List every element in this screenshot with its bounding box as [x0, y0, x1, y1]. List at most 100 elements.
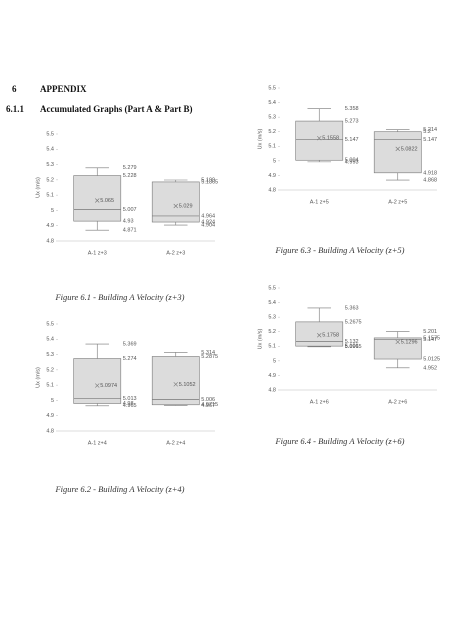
mean-marker: [95, 383, 100, 388]
value-label: 4.952: [423, 365, 437, 371]
value-label: 5.147: [345, 137, 359, 143]
y-tick-label: 5.2: [268, 129, 276, 135]
y-tick-label: 5.1: [46, 193, 54, 199]
y-tick-label: 4.9: [46, 413, 54, 419]
y-tick-label: 5.3: [268, 315, 276, 321]
value-label: 5.279: [123, 165, 137, 171]
y-tick-label: 5.1: [46, 383, 54, 389]
value-label: 5.029: [179, 203, 193, 209]
value-label: 4.9715: [201, 402, 218, 408]
y-tick-label: 5: [51, 208, 54, 214]
value-label: 5.006: [201, 397, 215, 403]
value-label: 4.967: [201, 403, 215, 409]
value-label: 4.98: [123, 401, 134, 407]
value-label: 5.147: [423, 137, 437, 143]
box: [151, 181, 200, 223]
y-tick-label: 4.8: [46, 428, 54, 434]
value-label: 5.007: [123, 207, 137, 213]
y-tick-label: 5.1: [268, 144, 276, 150]
box: [151, 356, 200, 406]
value-label: 5.0125: [423, 356, 440, 362]
subsection-title: Accumulated Graphs (Part A & Part B): [40, 104, 193, 114]
chart: 4.8 4.9 5 5.1 5.2 5.3 5.4 5.5 Ux (m/s) 5.065 5.279…: [35, 131, 218, 256]
y-tick-label: 5.2: [268, 329, 276, 335]
mean-marker: [173, 203, 178, 209]
y-tick-label: 5.2: [46, 367, 54, 373]
x-tick-label: A-2 z+6: [388, 399, 407, 405]
box: [73, 358, 122, 404]
box: [295, 120, 344, 161]
value-label: 5.358: [345, 106, 359, 112]
value-label: 5.0965: [345, 344, 362, 350]
subsection-number: 6.1.1: [6, 104, 24, 114]
figure-caption: Figure 6.3 - Building A Velocity (z+5): [275, 245, 405, 255]
mean-marker: [317, 135, 322, 141]
value-label: 5.214: [423, 127, 437, 133]
value-label: 4.965: [123, 403, 137, 409]
y-tick-label: 5.5: [268, 85, 276, 91]
y-axis-label: Ux (m/s): [35, 367, 41, 388]
figure-caption: Figure 6.2 - Building A Velocity (z+4): [55, 484, 185, 494]
figure-caption: Figure 6.1 - Building A Velocity (z+3): [55, 292, 185, 302]
value-label: 5.1296: [401, 339, 418, 345]
y-tick-label: 5.5: [46, 321, 54, 327]
x-tick-label: A-1 z+4: [88, 440, 107, 446]
figure-caption: Figure 6.4 - Building A Velocity (z+6): [275, 436, 405, 446]
value-label: 5.1575: [423, 335, 440, 341]
y-tick-label: 4.8: [268, 387, 276, 393]
box: [295, 321, 344, 347]
mean-marker: [95, 198, 100, 203]
x-tick-label: A-1 z+5: [310, 199, 329, 205]
value-label: 5.1758: [322, 333, 339, 339]
y-tick-label: 5.1: [268, 344, 276, 350]
value-label: 4.964: [201, 213, 215, 219]
y-tick-label: 5.4: [268, 100, 276, 106]
value-label: 5.013: [123, 396, 137, 402]
value-label: 5.065: [100, 198, 114, 204]
x-tick-label: A-2 z+5: [388, 199, 407, 205]
section-title: APPENDIX: [40, 84, 87, 94]
y-tick-label: 5.2: [46, 177, 54, 183]
y-axis-label: Ux (m/s): [35, 177, 41, 198]
x-tick-label: A-2 z+4: [166, 440, 185, 446]
box: [373, 131, 422, 174]
value-label: 5.2875: [201, 354, 218, 360]
value-label: 4.904: [201, 223, 215, 229]
mean-marker: [395, 146, 400, 152]
value-label: 5.369: [123, 341, 137, 347]
value-label: 5.1865: [201, 179, 218, 185]
y-tick-label: 5: [51, 398, 54, 404]
value-label: 5.147: [423, 337, 437, 343]
value-label: 4.871: [123, 228, 137, 234]
y-tick-label: 4.9: [46, 223, 54, 229]
y-tick-label: 4.9: [268, 173, 276, 179]
value-label: 4.924: [201, 219, 215, 225]
x-tick-label: A-1 z+6: [310, 399, 329, 405]
value-label: 5.1052: [179, 382, 196, 388]
value-label: 5.2: [423, 129, 431, 135]
value-label: 4.918: [423, 170, 437, 176]
mean-marker: [395, 339, 400, 345]
value-label: 5.273: [345, 119, 359, 125]
value-label: 5.199: [201, 177, 215, 183]
y-tick-label: 5.5: [46, 131, 54, 137]
value-label: 5.228: [123, 173, 137, 179]
mean-marker: [317, 333, 322, 338]
chart: 4.8 4.9 5 5.1 5.2 5.3 5.4 5.5 Ux (m/s) 5.1558 5.35…: [257, 85, 437, 205]
value-label: 5.201: [423, 329, 437, 335]
value-label: 5.2675: [345, 319, 362, 325]
y-tick-label: 5: [273, 358, 276, 364]
y-axis-label: Ux (m/s): [257, 328, 263, 349]
mean-marker: [173, 382, 178, 387]
chart: 4.8 4.9 5 5.1 5.2 5.3 5.4 5.5 Ux (m/s) 5.1758 5.36…: [257, 285, 440, 405]
value-label: 5.363: [345, 305, 359, 311]
value-label: 5.132: [345, 339, 359, 345]
box: [373, 337, 422, 360]
value-label: 4.868: [423, 178, 437, 184]
y-axis-label: Ux (m/s): [257, 128, 263, 149]
section-number: 6: [12, 84, 17, 94]
y-tick-label: 5.3: [46, 162, 54, 168]
y-tick-label: 5.3: [268, 115, 276, 121]
value-label: 5.0974: [100, 383, 117, 389]
